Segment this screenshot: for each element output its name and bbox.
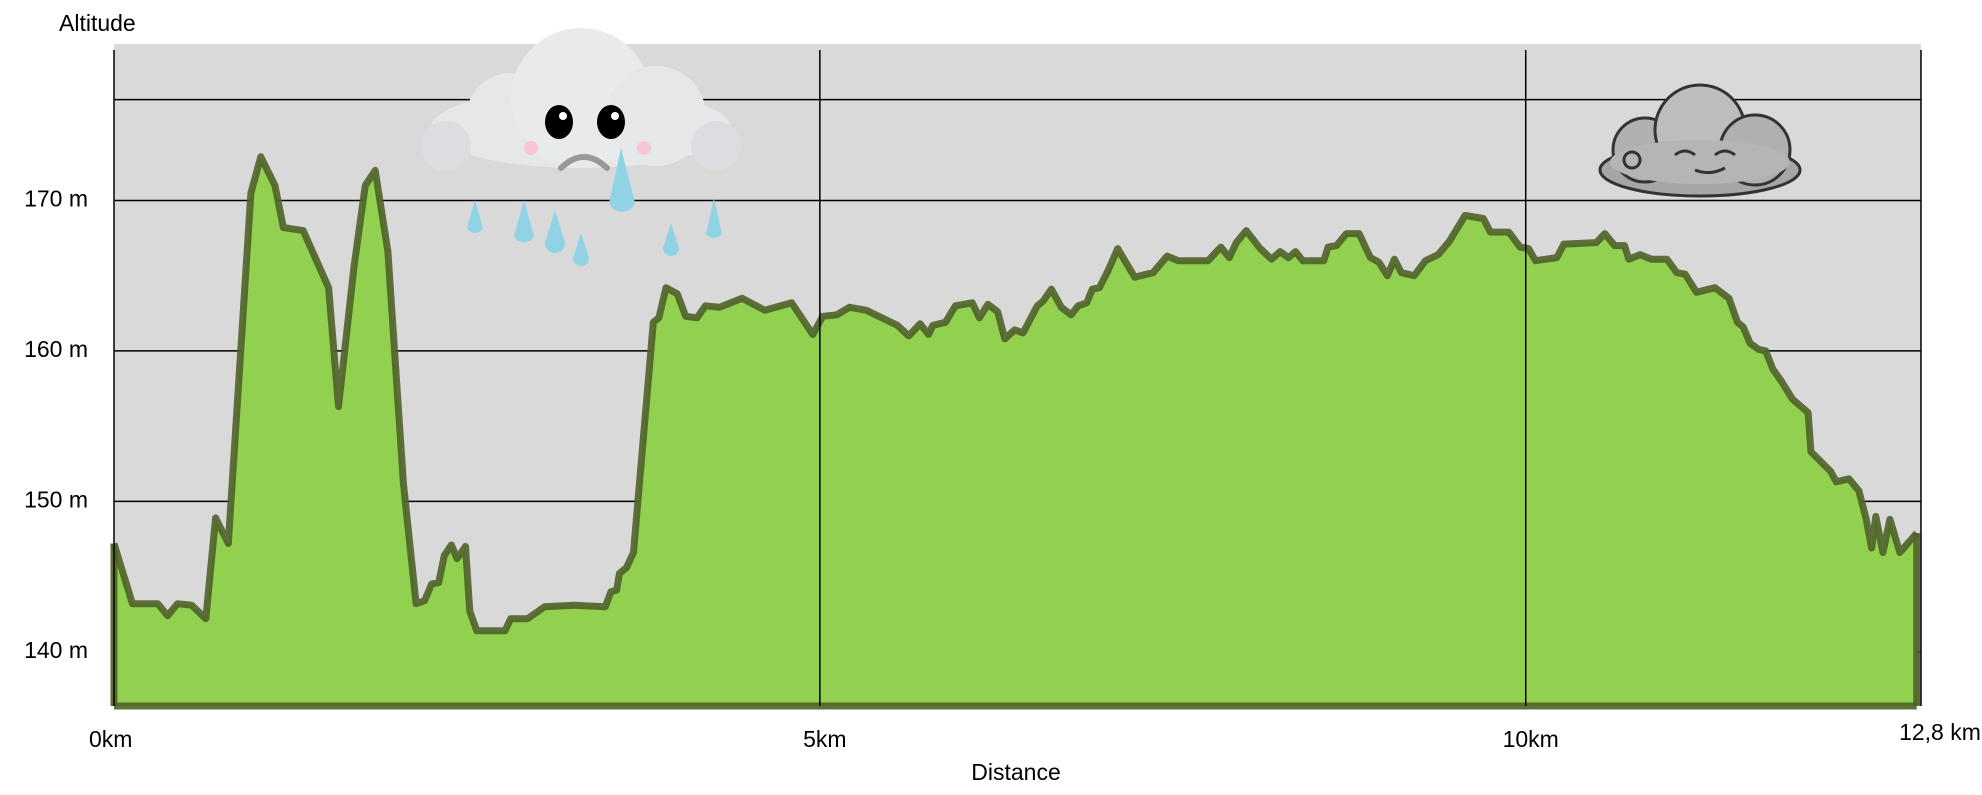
x-tick-label: 0km (89, 726, 132, 752)
chart: Altitude Distance 140 m 150 m 160 m 170 m 0k… (0, 0, 1982, 790)
x-tick-label: 12,8 km (1899, 719, 1981, 745)
x-tick-label: 10km (1503, 726, 1559, 752)
page: {"chart_data": { "type": "area", "y_labe… (0, 0, 1982, 790)
x-axis-title: Distance (971, 759, 1060, 785)
y-axis-title: Altitude (59, 10, 136, 36)
y-tick-label: 160 m (24, 336, 88, 362)
x-tick-label: 5km (803, 726, 846, 752)
y-tick-label: 140 m (24, 637, 88, 663)
y-tick-label: 170 m (24, 186, 88, 212)
y-tick-label: 150 m (24, 486, 88, 512)
